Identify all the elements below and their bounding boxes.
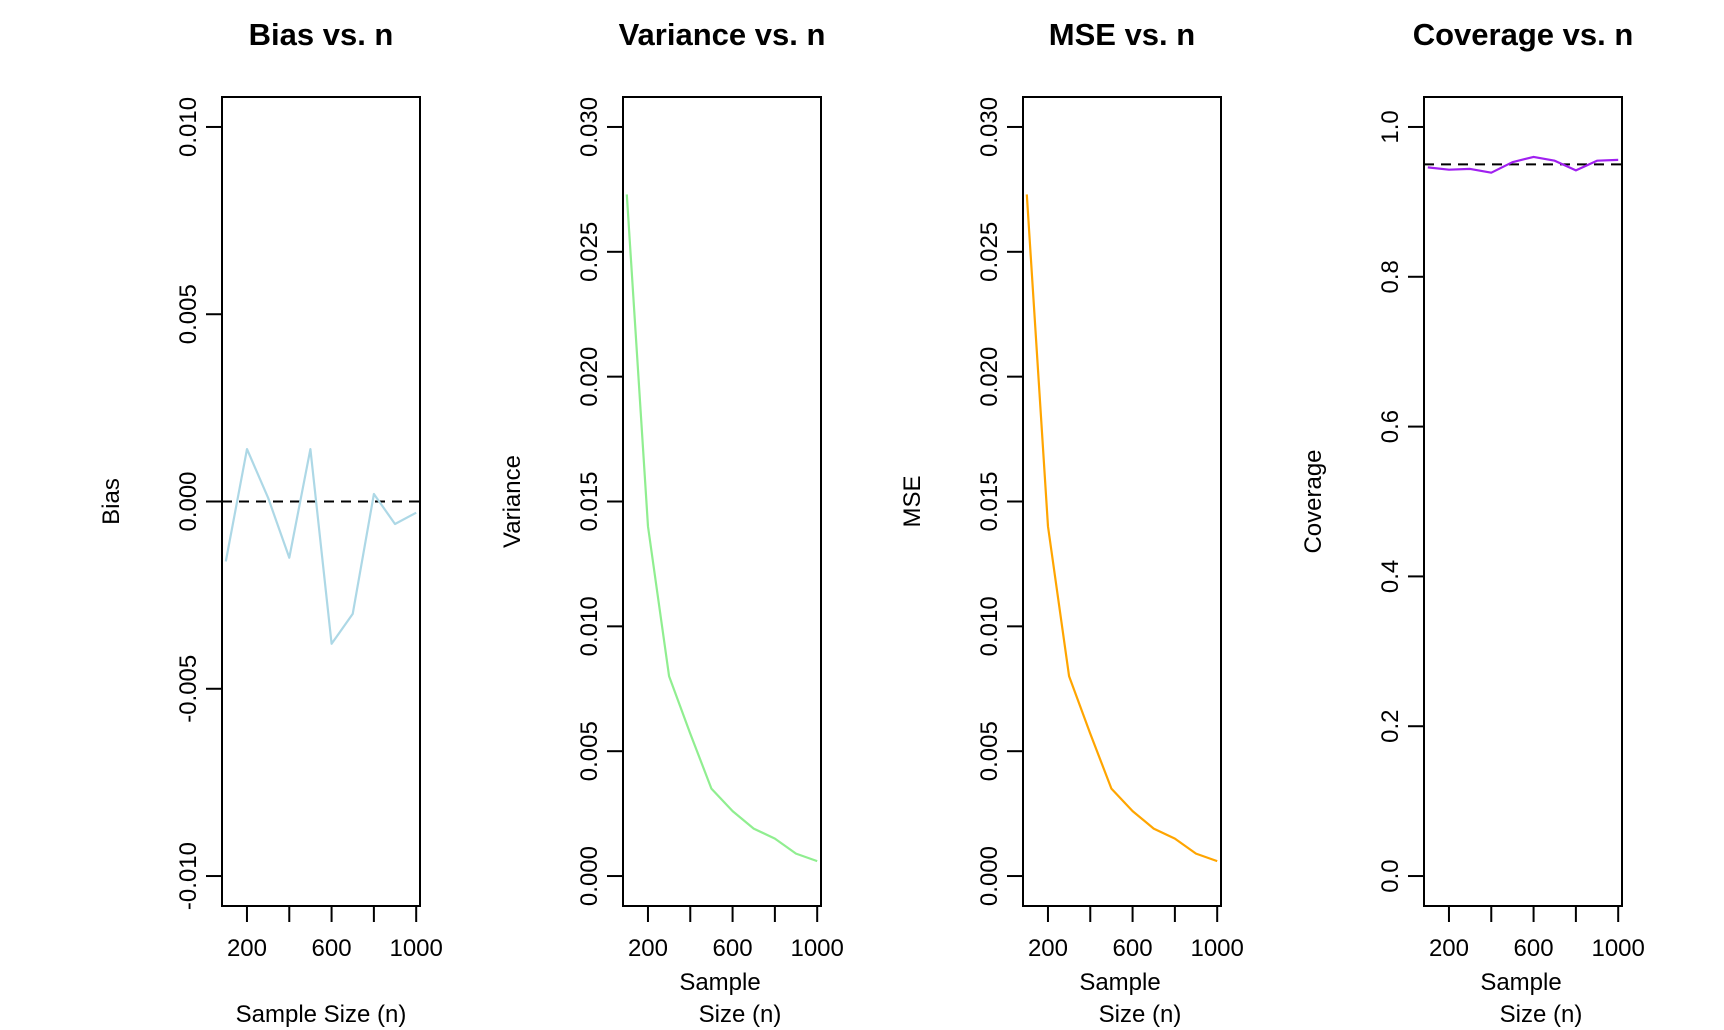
mse-x-axis-label: Sample Size (n) bbox=[1079, 969, 1181, 1028]
bias-x-tick-label: 1000 bbox=[389, 935, 442, 962]
variance-x-tick-label: 200 bbox=[628, 935, 668, 962]
coverage-y-axis-label: Coverage bbox=[1300, 449, 1327, 553]
mse-y-tick-label: 0.025 bbox=[976, 222, 1003, 282]
variance-series-line bbox=[625, 194, 818, 863]
coverage-x-tick-label: 1000 bbox=[1591, 935, 1644, 962]
variance-y-axis-label: Variance bbox=[499, 455, 526, 548]
coverage-x-tick-label: 600 bbox=[1514, 935, 1554, 962]
coverage-y-tick-label: 0.6 bbox=[1377, 410, 1404, 443]
bias-x-axis-label: Sample Size (n) bbox=[236, 1001, 407, 1028]
variance-y-tick-label: 0.015 bbox=[576, 471, 603, 531]
mse-x-tick-label: 1000 bbox=[1190, 935, 1243, 962]
bias-chart-title: Bias vs. n bbox=[249, 17, 394, 52]
variance-x-axis-label-line: Size (n) bbox=[699, 1001, 782, 1028]
bias-y-tick-label: 0.000 bbox=[175, 471, 202, 531]
mse-x-tick-label: 600 bbox=[1113, 935, 1153, 962]
mse-y-tick-label: 0.015 bbox=[976, 471, 1003, 531]
bias-x-tick-label: 200 bbox=[227, 935, 267, 962]
variance-panel: Variance vs. n 0.000 0.005 0.010 0.015 0.020 0… bbox=[499, 17, 844, 1028]
variance-y-tick-label: 0.030 bbox=[576, 97, 603, 157]
mse-y-axis-label: MSE bbox=[899, 475, 926, 527]
mse-series-line bbox=[1025, 194, 1218, 863]
bias-plot-frame bbox=[221, 96, 421, 907]
bias-y-tick-label: 0.005 bbox=[175, 284, 202, 344]
mse-y-tick-label: 0.020 bbox=[976, 347, 1003, 407]
coverage-y-tick-label: 0.0 bbox=[1377, 859, 1404, 892]
mse-x-axis-label-line: Sample bbox=[1079, 969, 1160, 996]
mse-plot-frame bbox=[1022, 96, 1222, 907]
variance-x-axis-label-line: Sample bbox=[679, 969, 760, 996]
mse-panel: MSE vs. n 0.000 0.005 0.010 0.015 0.020 0.025 0… bbox=[899, 17, 1244, 1028]
variance-x-axis-label: Sample Size (n) bbox=[679, 969, 781, 1028]
mse-y-tick-label: 0.010 bbox=[976, 596, 1003, 656]
mse-y-tick-label: 0.000 bbox=[976, 846, 1003, 906]
variance-y-tick-label: 0.025 bbox=[576, 222, 603, 282]
variance-plot-frame bbox=[622, 96, 822, 907]
variance-y-tick-label: 0.005 bbox=[576, 721, 603, 781]
coverage-x-axis-label: Sample Size (n) bbox=[1480, 969, 1582, 1028]
coverage-chart-title: Coverage vs. n bbox=[1413, 17, 1634, 52]
coverage-series-line bbox=[1427, 155, 1619, 174]
variance-y-tick-label: 0.010 bbox=[576, 596, 603, 656]
coverage-y-tick-label: 0.4 bbox=[1377, 560, 1404, 593]
bias-x-tick-label: 600 bbox=[312, 935, 352, 962]
variance-x-tick-label: 1000 bbox=[790, 935, 843, 962]
bias-y-tick-label: -0.010 bbox=[175, 842, 202, 910]
mse-x-tick-label: 200 bbox=[1028, 935, 1068, 962]
coverage-y-tick-label: 0.8 bbox=[1377, 260, 1404, 293]
variance-y-tick-label: 0.000 bbox=[576, 846, 603, 906]
coverage-x-axis-label-line: Sample bbox=[1480, 969, 1561, 996]
coverage-panel: Coverage vs. n 0.0 0.2 0.4 0.6 0.8 1.0 200 600 10… bbox=[1300, 17, 1645, 1028]
bias-y-tick-label: -0.005 bbox=[175, 655, 202, 723]
mse-chart-title: MSE vs. n bbox=[1049, 17, 1195, 52]
mse-y-tick-label: 0.030 bbox=[976, 97, 1003, 157]
mse-y-tick-label: 0.005 bbox=[976, 721, 1003, 781]
variance-chart-title: Variance vs. n bbox=[619, 17, 826, 52]
coverage-plot-frame bbox=[1423, 96, 1623, 907]
coverage-y-tick-label: 1.0 bbox=[1377, 110, 1404, 143]
mse-x-axis-label-line: Size (n) bbox=[1099, 1001, 1182, 1028]
bias-panel: Bias vs. n -0.010 -0.005 0.000 0.005 0.010 200… bbox=[98, 17, 443, 1028]
variance-x-tick-label: 600 bbox=[713, 935, 753, 962]
coverage-y-tick-label: 0.2 bbox=[1377, 710, 1404, 743]
bias-y-axis-label: Bias bbox=[98, 478, 125, 525]
bias-series-line bbox=[224, 448, 417, 645]
bias-y-tick-label: 0.010 bbox=[175, 97, 202, 157]
coverage-x-axis-label-line: Size (n) bbox=[1500, 1001, 1583, 1028]
variance-y-tick-label: 0.020 bbox=[576, 347, 603, 407]
coverage-x-tick-label: 200 bbox=[1429, 935, 1469, 962]
